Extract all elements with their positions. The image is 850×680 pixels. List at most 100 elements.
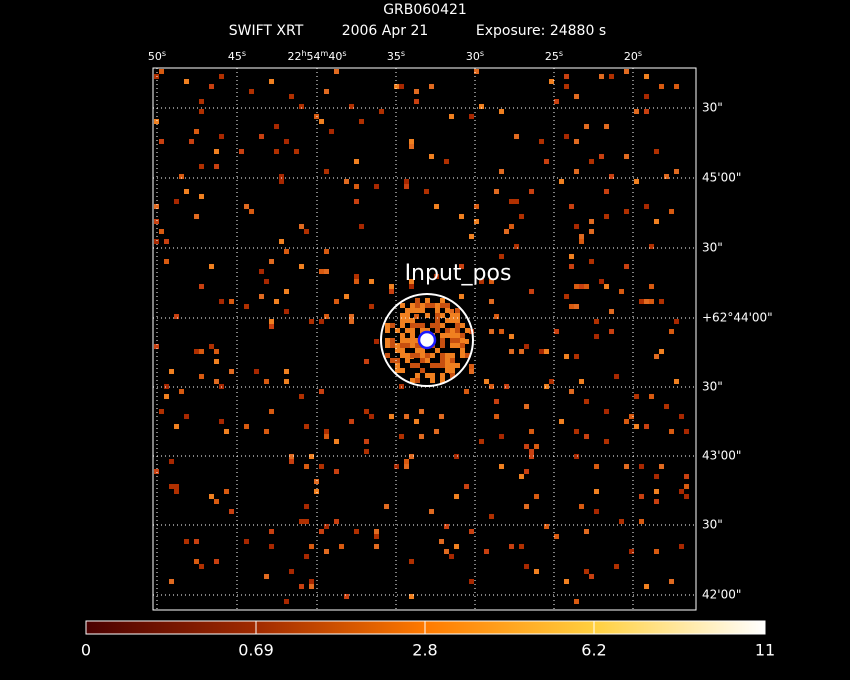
count-pixel: [379, 109, 384, 114]
count-pixel: [430, 378, 435, 383]
count-pixel: [199, 99, 204, 104]
count-pixel: [504, 229, 509, 234]
count-pixel: [479, 279, 484, 284]
count-pixel: [444, 549, 449, 554]
count-pixel: [405, 358, 410, 363]
count-pixel: [425, 298, 430, 303]
count-pixel: [179, 174, 184, 179]
colorbar-label: 6.2: [581, 641, 606, 660]
count-pixel: [499, 109, 504, 114]
count-pixel: [319, 529, 324, 534]
count-pixel: [445, 358, 450, 363]
count-pixel: [324, 269, 329, 274]
count-pixel: [229, 369, 234, 374]
count-pixel: [564, 74, 569, 79]
count-pixel: [409, 279, 414, 284]
count-pixel: [389, 414, 394, 419]
count-pixel: [224, 429, 229, 434]
count-pixel: [654, 354, 659, 359]
count-pixel: [509, 334, 514, 339]
count-pixel: [229, 299, 234, 304]
count-pixel: [454, 494, 459, 499]
count-pixel: [194, 349, 199, 354]
count-pixel: [440, 363, 445, 368]
count-pixel: [639, 299, 644, 304]
count-pixel: [534, 444, 539, 449]
count-pixel: [584, 434, 589, 439]
count-pixel: [394, 464, 399, 469]
count-pixel: [484, 549, 489, 554]
count-pixel: [425, 358, 430, 363]
count-pixel: [259, 269, 264, 274]
count-pixel: [214, 559, 219, 564]
colorbar-label: 0: [81, 641, 91, 660]
count-pixel: [679, 544, 684, 549]
count-pixel: [569, 204, 574, 209]
count-pixel: [339, 544, 344, 549]
count-pixel: [594, 509, 599, 514]
count-pixel: [199, 349, 204, 354]
count-pixel: [414, 314, 419, 319]
count-pixel: [289, 454, 294, 459]
count-pixel: [309, 454, 314, 459]
count-pixel: [349, 319, 354, 324]
count-pixel: [460, 323, 465, 328]
count-pixel: [564, 579, 569, 584]
count-pixel: [264, 574, 269, 579]
count-pixel: [409, 284, 414, 289]
count-pixel: [410, 323, 415, 328]
count-pixel: [529, 429, 534, 434]
count-pixel: [669, 209, 674, 214]
count-pixel: [440, 338, 445, 343]
count-pixel: [659, 464, 664, 469]
count-pixel: [395, 368, 400, 373]
count-pixel: [440, 373, 445, 378]
count-pixel: [164, 259, 169, 264]
count-pixel: [405, 353, 410, 358]
count-pixel: [324, 434, 329, 439]
count-pixel: [309, 579, 314, 584]
dec-label: 42'00": [702, 588, 741, 602]
count-pixel: [390, 338, 395, 343]
count-pixel: [269, 79, 274, 84]
count-pixel: [479, 439, 484, 444]
count-pixel: [304, 504, 309, 509]
count-pixel: [684, 484, 689, 489]
count-pixel: [524, 444, 529, 449]
count-pixel: [199, 284, 204, 289]
count-pixel: [269, 409, 274, 414]
count-pixel: [294, 149, 299, 154]
count-pixel: [579, 379, 584, 384]
count-pixel: [450, 333, 455, 338]
count-pixel: [244, 539, 249, 544]
count-pixel: [679, 489, 684, 494]
count-pixel: [314, 479, 319, 484]
count-pixel: [494, 399, 499, 404]
count-pixel: [654, 489, 659, 494]
count-pixel: [440, 323, 445, 328]
count-pixel: [399, 84, 404, 89]
count-pixel: [664, 404, 669, 409]
count-pixel: [649, 284, 654, 289]
count-pixel: [284, 309, 289, 314]
count-pixel: [420, 353, 425, 358]
count-pixel: [430, 373, 435, 378]
count-pixel: [644, 94, 649, 99]
count-pixel: [284, 599, 289, 604]
count-pixel: [674, 84, 679, 89]
count-pixel: [489, 329, 494, 334]
count-pixel: [454, 454, 459, 459]
count-pixel: [244, 424, 249, 429]
count-pixel: [420, 358, 425, 363]
count-pixel: [604, 124, 609, 129]
count-pixel: [529, 454, 534, 459]
count-pixel: [614, 564, 619, 569]
count-pixel: [400, 343, 405, 348]
count-pixel: [450, 343, 455, 348]
count-pixel: [559, 419, 564, 424]
count-pixel: [469, 114, 474, 119]
count-pixel: [599, 154, 604, 159]
colorbar-label: 11: [755, 641, 775, 660]
count-pixel: [304, 464, 309, 469]
count-pixel: [364, 359, 369, 364]
